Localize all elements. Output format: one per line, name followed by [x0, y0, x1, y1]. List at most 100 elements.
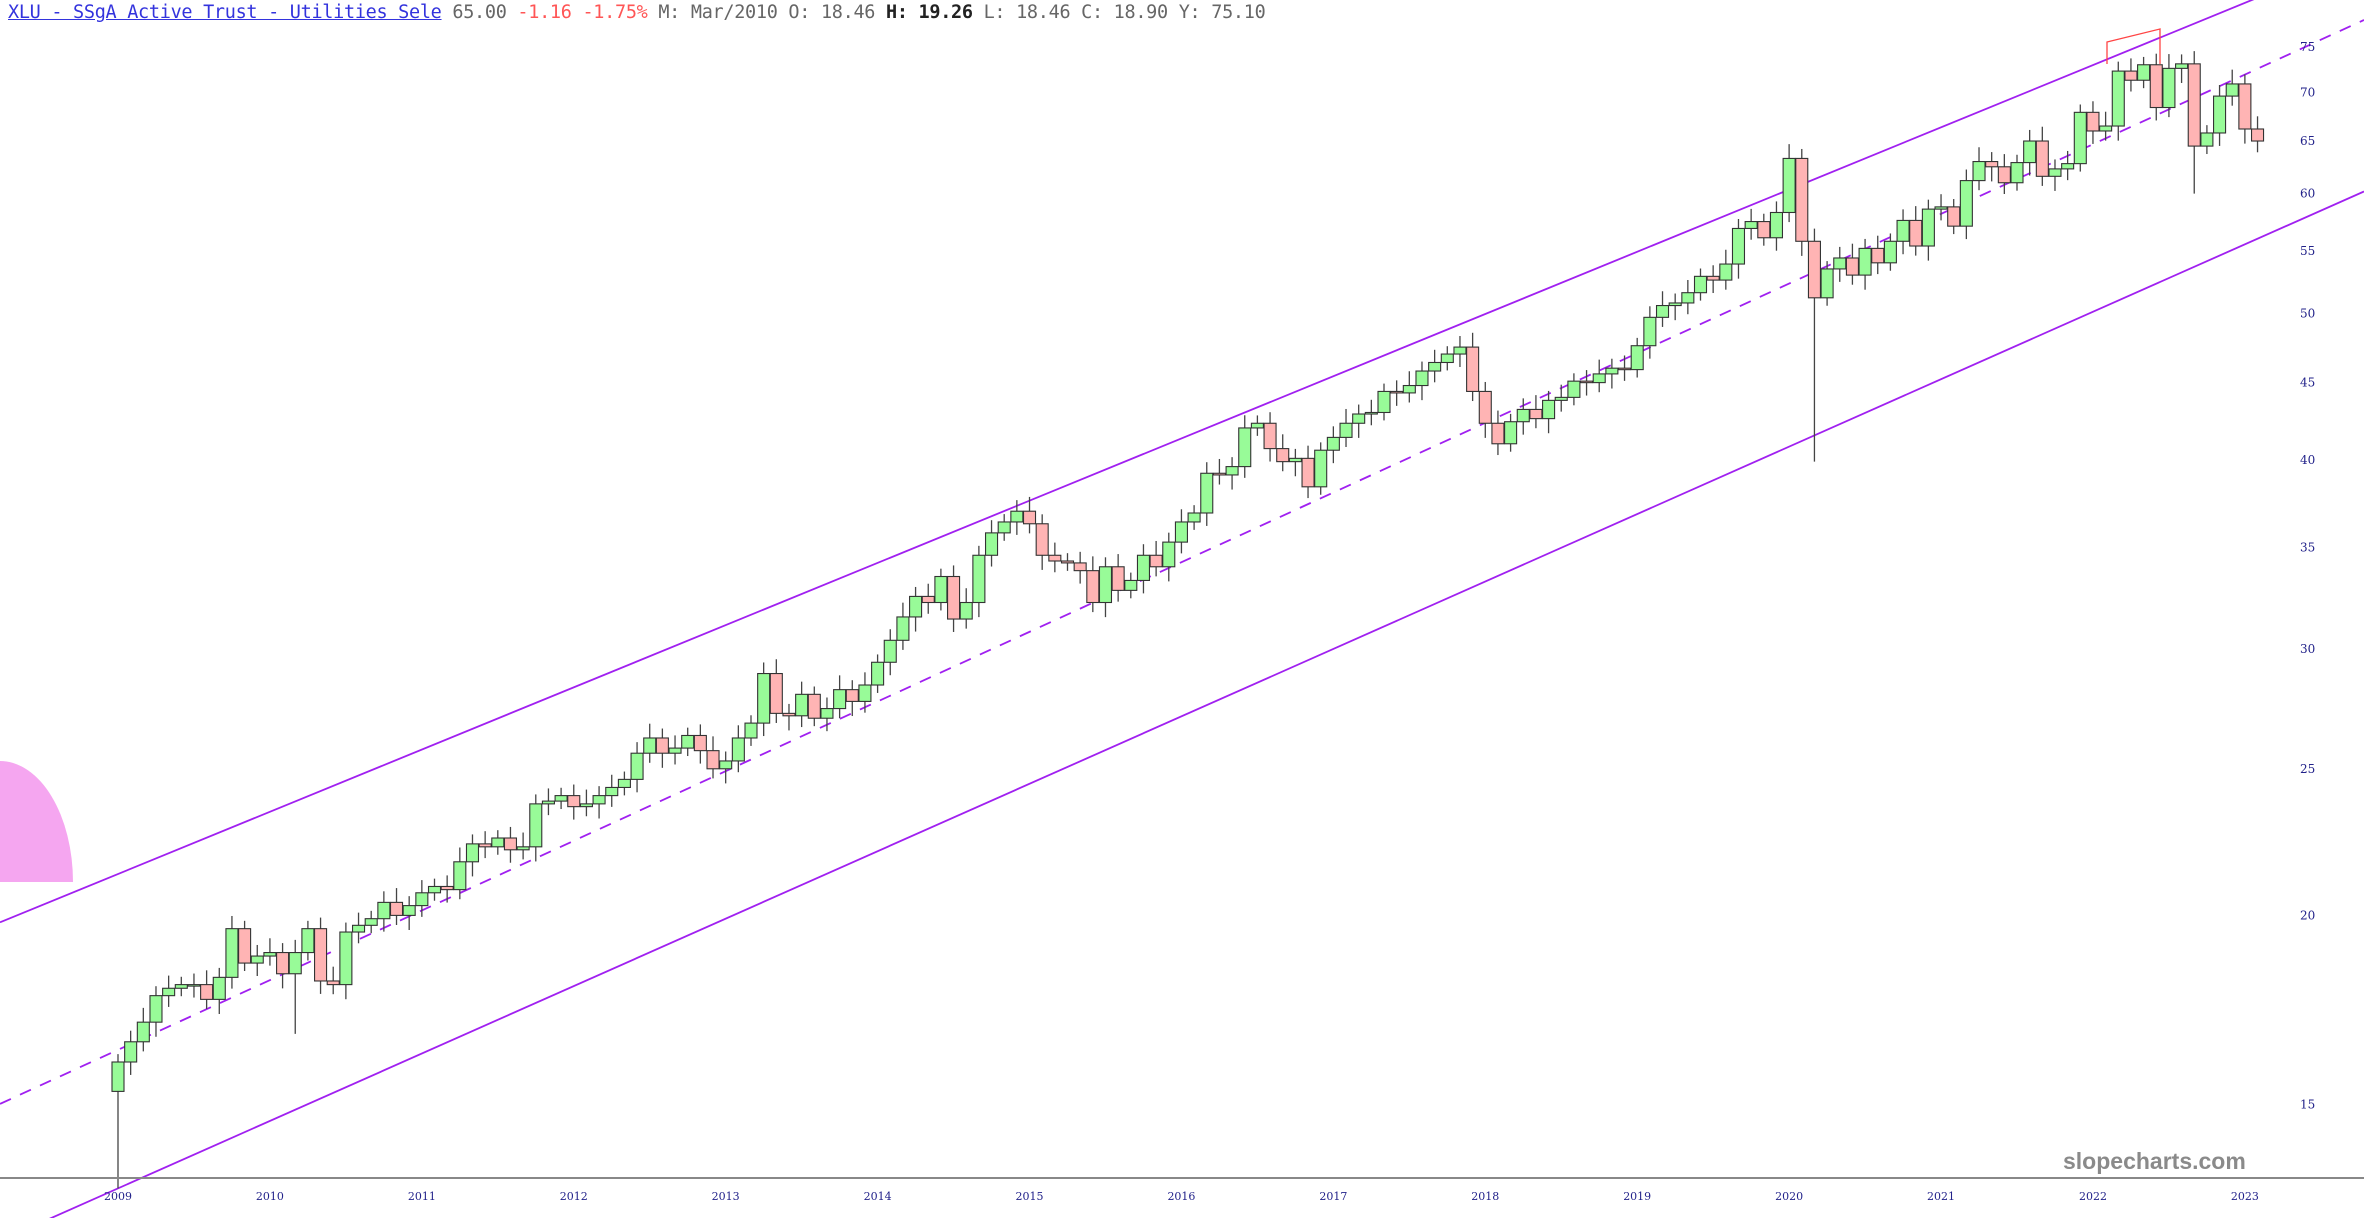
candle[interactable] — [1301, 445, 1315, 499]
trendline-lower-channel[interactable] — [0, 190, 2364, 1218]
candle[interactable] — [2048, 159, 2062, 191]
candle[interactable] — [1997, 154, 2011, 195]
candle[interactable] — [1111, 554, 1125, 602]
candle[interactable] — [858, 672, 872, 713]
candle[interactable] — [1225, 457, 1239, 490]
candle[interactable] — [1592, 359, 1606, 393]
candle[interactable] — [1440, 346, 1454, 371]
candle[interactable] — [1681, 280, 1695, 315]
candle[interactable] — [1276, 434, 1290, 472]
candle[interactable] — [1782, 144, 1796, 223]
candle[interactable] — [668, 735, 682, 765]
candle[interactable] — [478, 831, 492, 859]
candle[interactable] — [1617, 355, 1632, 381]
candle[interactable] — [1807, 228, 1821, 462]
candle[interactable] — [2073, 104, 2087, 172]
candle[interactable] — [1795, 148, 1809, 256]
candle[interactable] — [1250, 415, 1264, 436]
candle[interactable] — [1934, 194, 1948, 221]
candle[interactable] — [1200, 462, 1214, 526]
candle[interactable] — [1909, 206, 1923, 256]
candle[interactable] — [1516, 398, 1530, 435]
candle[interactable] — [1668, 293, 1682, 321]
candle[interactable] — [719, 751, 733, 784]
candle[interactable] — [541, 788, 555, 816]
candle[interactable] — [1174, 509, 1188, 554]
candle[interactable] — [351, 912, 366, 944]
candle[interactable] — [1820, 261, 1834, 306]
candle[interactable] — [1326, 426, 1340, 464]
candle[interactable] — [972, 545, 986, 618]
candle[interactable] — [1871, 235, 1885, 275]
candle[interactable] — [2099, 111, 2113, 141]
candle[interactable] — [288, 939, 302, 1034]
candle[interactable] — [2023, 129, 2037, 176]
candle[interactable] — [2061, 150, 2075, 181]
candle[interactable] — [2035, 126, 2049, 186]
candle[interactable] — [997, 514, 1011, 541]
candle[interactable] — [1985, 152, 1999, 182]
candle[interactable] — [187, 973, 201, 998]
candle[interactable] — [516, 832, 530, 860]
candle[interactable] — [301, 920, 315, 961]
candle[interactable] — [807, 686, 821, 727]
candle[interactable] — [276, 943, 290, 989]
candle[interactable] — [871, 654, 885, 693]
candle[interactable] — [1947, 199, 1961, 235]
candle[interactable] — [2225, 69, 2239, 106]
candle[interactable] — [1567, 373, 1581, 406]
candle[interactable] — [1238, 415, 1252, 478]
candle[interactable] — [427, 878, 442, 901]
candle[interactable] — [681, 727, 695, 757]
candle[interactable] — [364, 910, 378, 934]
candle[interactable] — [1554, 384, 1568, 412]
candle[interactable] — [1858, 238, 1872, 290]
candle[interactable] — [769, 659, 783, 723]
candle[interactable] — [1883, 233, 1897, 271]
candle[interactable] — [326, 966, 340, 995]
candle[interactable] — [1428, 349, 1442, 383]
candle[interactable] — [883, 629, 897, 676]
candle[interactable] — [1719, 249, 1733, 290]
candle[interactable] — [1693, 268, 1708, 301]
candle[interactable] — [2010, 154, 2024, 191]
candle[interactable] — [377, 891, 391, 932]
candle[interactable] — [111, 1054, 125, 1189]
candle[interactable] — [1149, 540, 1163, 577]
candle[interactable] — [314, 917, 328, 994]
candle[interactable] — [1605, 358, 1619, 389]
candle[interactable] — [1466, 332, 1480, 402]
candle[interactable] — [1896, 209, 1910, 255]
candle[interactable] — [706, 736, 720, 779]
candle[interactable] — [389, 888, 404, 925]
candle[interactable] — [339, 922, 353, 1000]
candle[interactable] — [1162, 532, 1176, 582]
candle[interactable] — [1580, 370, 1594, 396]
candle[interactable] — [693, 724, 707, 764]
candle[interactable] — [1959, 169, 1973, 240]
candle[interactable] — [959, 588, 973, 629]
candle[interactable] — [820, 697, 834, 732]
candle[interactable] — [1048, 542, 1062, 573]
candle[interactable] — [174, 976, 188, 997]
candle[interactable] — [1390, 380, 1404, 406]
candle[interactable] — [2213, 85, 2227, 146]
candle[interactable] — [2086, 101, 2100, 144]
candle[interactable] — [2250, 116, 2265, 153]
candle[interactable] — [1022, 496, 1037, 534]
candle[interactable] — [136, 1007, 150, 1052]
candle[interactable] — [1833, 246, 1847, 282]
candle[interactable] — [415, 880, 429, 917]
candle[interactable] — [2124, 58, 2138, 92]
candle[interactable] — [1314, 442, 1328, 495]
candle[interactable] — [529, 794, 543, 862]
candle[interactable] — [757, 662, 771, 737]
candle[interactable] — [1921, 199, 1935, 261]
candle[interactable] — [833, 675, 847, 719]
candle[interactable] — [2137, 56, 2151, 89]
candle[interactable] — [465, 834, 480, 877]
candle[interactable] — [1402, 371, 1416, 403]
candle[interactable] — [1643, 306, 1657, 359]
annotation-line[interactable] — [2106, 28, 2161, 64]
